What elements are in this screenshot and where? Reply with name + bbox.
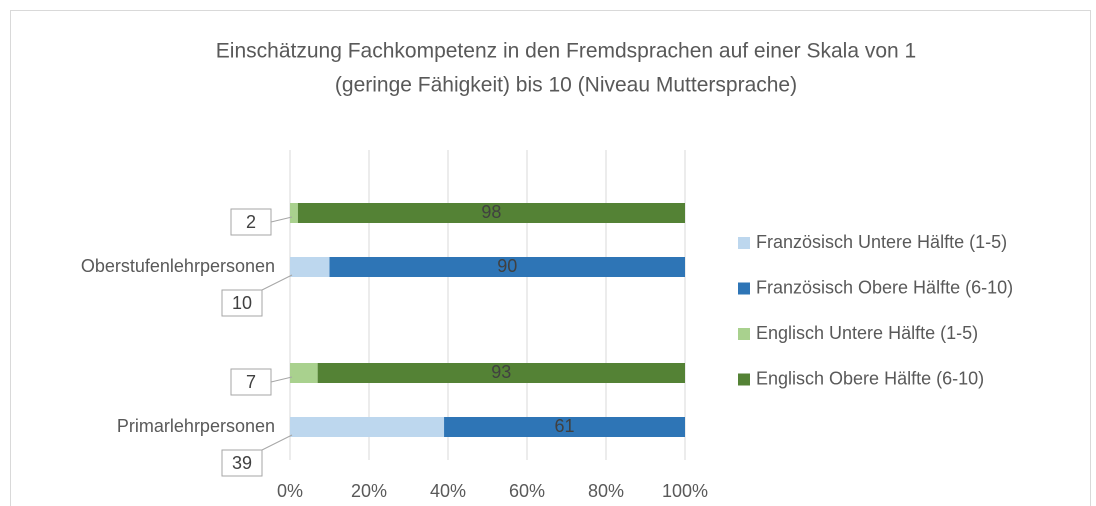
- data-label: 7: [246, 372, 256, 392]
- x-tick-label: 40%: [430, 481, 466, 501]
- legend-label: Englisch Obere Hälfte (6-10): [756, 368, 984, 388]
- callout-box: [221, 289, 263, 317]
- callout-box: [230, 368, 272, 396]
- callout-leader: [261, 274, 293, 291]
- callout-box: [221, 449, 263, 477]
- bar: [290, 257, 330, 277]
- bar: [444, 417, 685, 437]
- chart-title: (geringe Fähigkeit) bis 10 (Niveau Mutte…: [335, 74, 797, 97]
- x-tick-label: 0%: [277, 481, 303, 501]
- chart-title: Einschätzung Fachkompetenz in den Fremds…: [216, 40, 916, 63]
- data-label: 61: [555, 416, 575, 436]
- data-label: 98: [481, 202, 501, 222]
- data-label: 2: [246, 212, 256, 232]
- bar: [317, 363, 685, 383]
- data-label: 93: [491, 362, 511, 382]
- category-label: Oberstufenlehrpersonen: [81, 256, 275, 276]
- x-tick-label: 100%: [662, 481, 708, 501]
- bar: [290, 363, 318, 383]
- bar: [297, 203, 685, 223]
- bar: [290, 417, 445, 437]
- callout-leader: [270, 376, 293, 383]
- data-label: 10: [232, 293, 252, 313]
- legend-label: Französisch Obere Hälfte (6-10): [756, 277, 1013, 297]
- legend-swatch: [738, 373, 750, 386]
- x-tick-label: 20%: [351, 481, 387, 501]
- legend-swatch: [738, 328, 750, 340]
- category-label: Primarlehrpersonen: [117, 416, 275, 436]
- callout-leader: [261, 434, 293, 451]
- x-tick-label: 60%: [509, 481, 545, 501]
- data-label: 90: [497, 256, 517, 276]
- x-tick-label: 80%: [588, 481, 624, 501]
- data-label: 39: [232, 453, 252, 473]
- legend-swatch: [738, 282, 750, 295]
- bar: [329, 257, 685, 277]
- bar: [290, 203, 298, 223]
- legend-label: Französisch Untere Hälfte (1-5): [756, 232, 1007, 252]
- callout-box: [230, 208, 272, 236]
- legend-swatch: [738, 237, 750, 249]
- legend-label: Englisch Untere Hälfte (1-5): [756, 323, 978, 343]
- callout-leader: [270, 216, 293, 223]
